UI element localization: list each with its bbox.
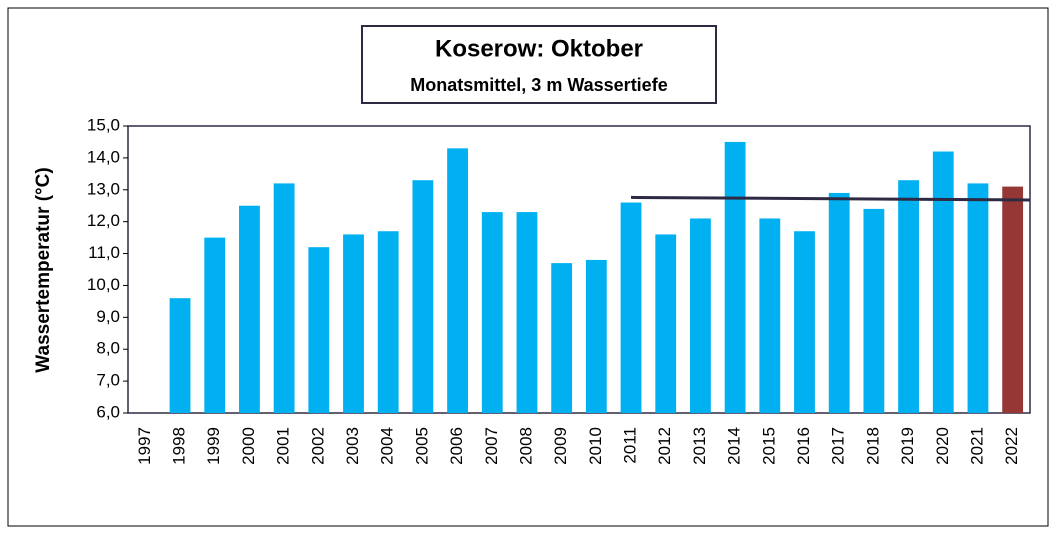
x-tick-label: 2007 <box>482 427 501 465</box>
x-tick-label: 2005 <box>412 427 431 465</box>
y-tick-label: 11,0 <box>88 243 120 262</box>
x-tick-label: 2003 <box>343 427 362 465</box>
bar <box>585 259 607 413</box>
x-tick-label: 2013 <box>690 427 709 465</box>
bar <box>690 218 711 413</box>
bar <box>447 148 468 414</box>
x-tick-label: 1997 <box>135 427 154 465</box>
bar <box>273 183 295 413</box>
x-tick-label: 2017 <box>829 427 848 465</box>
y-tick-label: 14,0 <box>87 147 120 166</box>
bar <box>308 247 330 413</box>
x-tick-label: 2015 <box>759 427 778 465</box>
trend-line <box>631 195 1031 202</box>
y-tick-label: 8,0 <box>96 339 120 358</box>
bar <box>551 263 573 413</box>
x-tick-label: 1999 <box>204 427 223 465</box>
bar <box>412 180 434 413</box>
bar <box>759 218 781 413</box>
bar <box>516 212 538 413</box>
bar <box>239 205 260 413</box>
title-box <box>361 25 717 104</box>
y-tick-label: 6,0 <box>96 402 120 421</box>
chart-title: Koserow: Oktober <box>435 35 643 62</box>
x-tick-label: 2010 <box>586 427 605 465</box>
x-tick-label: 2009 <box>551 427 570 465</box>
bar <box>620 202 642 413</box>
x-tick-label: 2004 <box>378 427 397 465</box>
x-tick-label: 2021 <box>967 427 986 465</box>
y-tick-label: 15,0 <box>87 115 120 134</box>
x-tick-label: 2000 <box>239 427 258 465</box>
bar <box>828 192 850 413</box>
bar <box>204 237 226 413</box>
bar <box>898 180 919 413</box>
bar <box>655 234 677 413</box>
bar <box>794 231 815 413</box>
y-tick-label: 7,0 <box>96 371 120 390</box>
x-tick-label: 1998 <box>170 427 189 465</box>
y-tick-label: 10,0 <box>87 275 120 294</box>
y-axis-label: Wassertemperatur (°C) <box>33 167 54 372</box>
bar <box>343 234 364 413</box>
y-tick-label: 9,0 <box>96 307 120 326</box>
plot-area <box>127 125 1031 414</box>
bar <box>169 298 191 413</box>
x-tick-label: 2020 <box>933 427 952 465</box>
x-tick-label: 2019 <box>898 427 917 465</box>
x-tick-label: 2012 <box>655 427 674 465</box>
x-tick-label: 2006 <box>447 427 466 465</box>
x-tick-label: 2002 <box>308 427 327 465</box>
bar <box>1002 186 1024 413</box>
x-tick-label: 2022 <box>1002 427 1021 465</box>
x-tick-label: 2008 <box>516 427 535 465</box>
bar <box>863 208 885 413</box>
y-tick-label: 13,0 <box>87 179 120 198</box>
x-tick-label: 2001 <box>274 427 293 465</box>
bar <box>932 151 954 413</box>
bar <box>967 183 989 413</box>
x-tick-label: 2016 <box>794 427 813 465</box>
chart-subtitle: Monatsmittel, 3 m Wassertiefe <box>410 75 667 95</box>
x-tick-label: 2018 <box>863 427 882 465</box>
bar <box>377 231 399 413</box>
bar <box>724 141 746 413</box>
bar <box>481 212 503 413</box>
x-tick-label: 2011 <box>621 427 640 464</box>
x-tick-label: 2014 <box>725 427 744 465</box>
y-tick-label: 12,0 <box>87 211 120 230</box>
